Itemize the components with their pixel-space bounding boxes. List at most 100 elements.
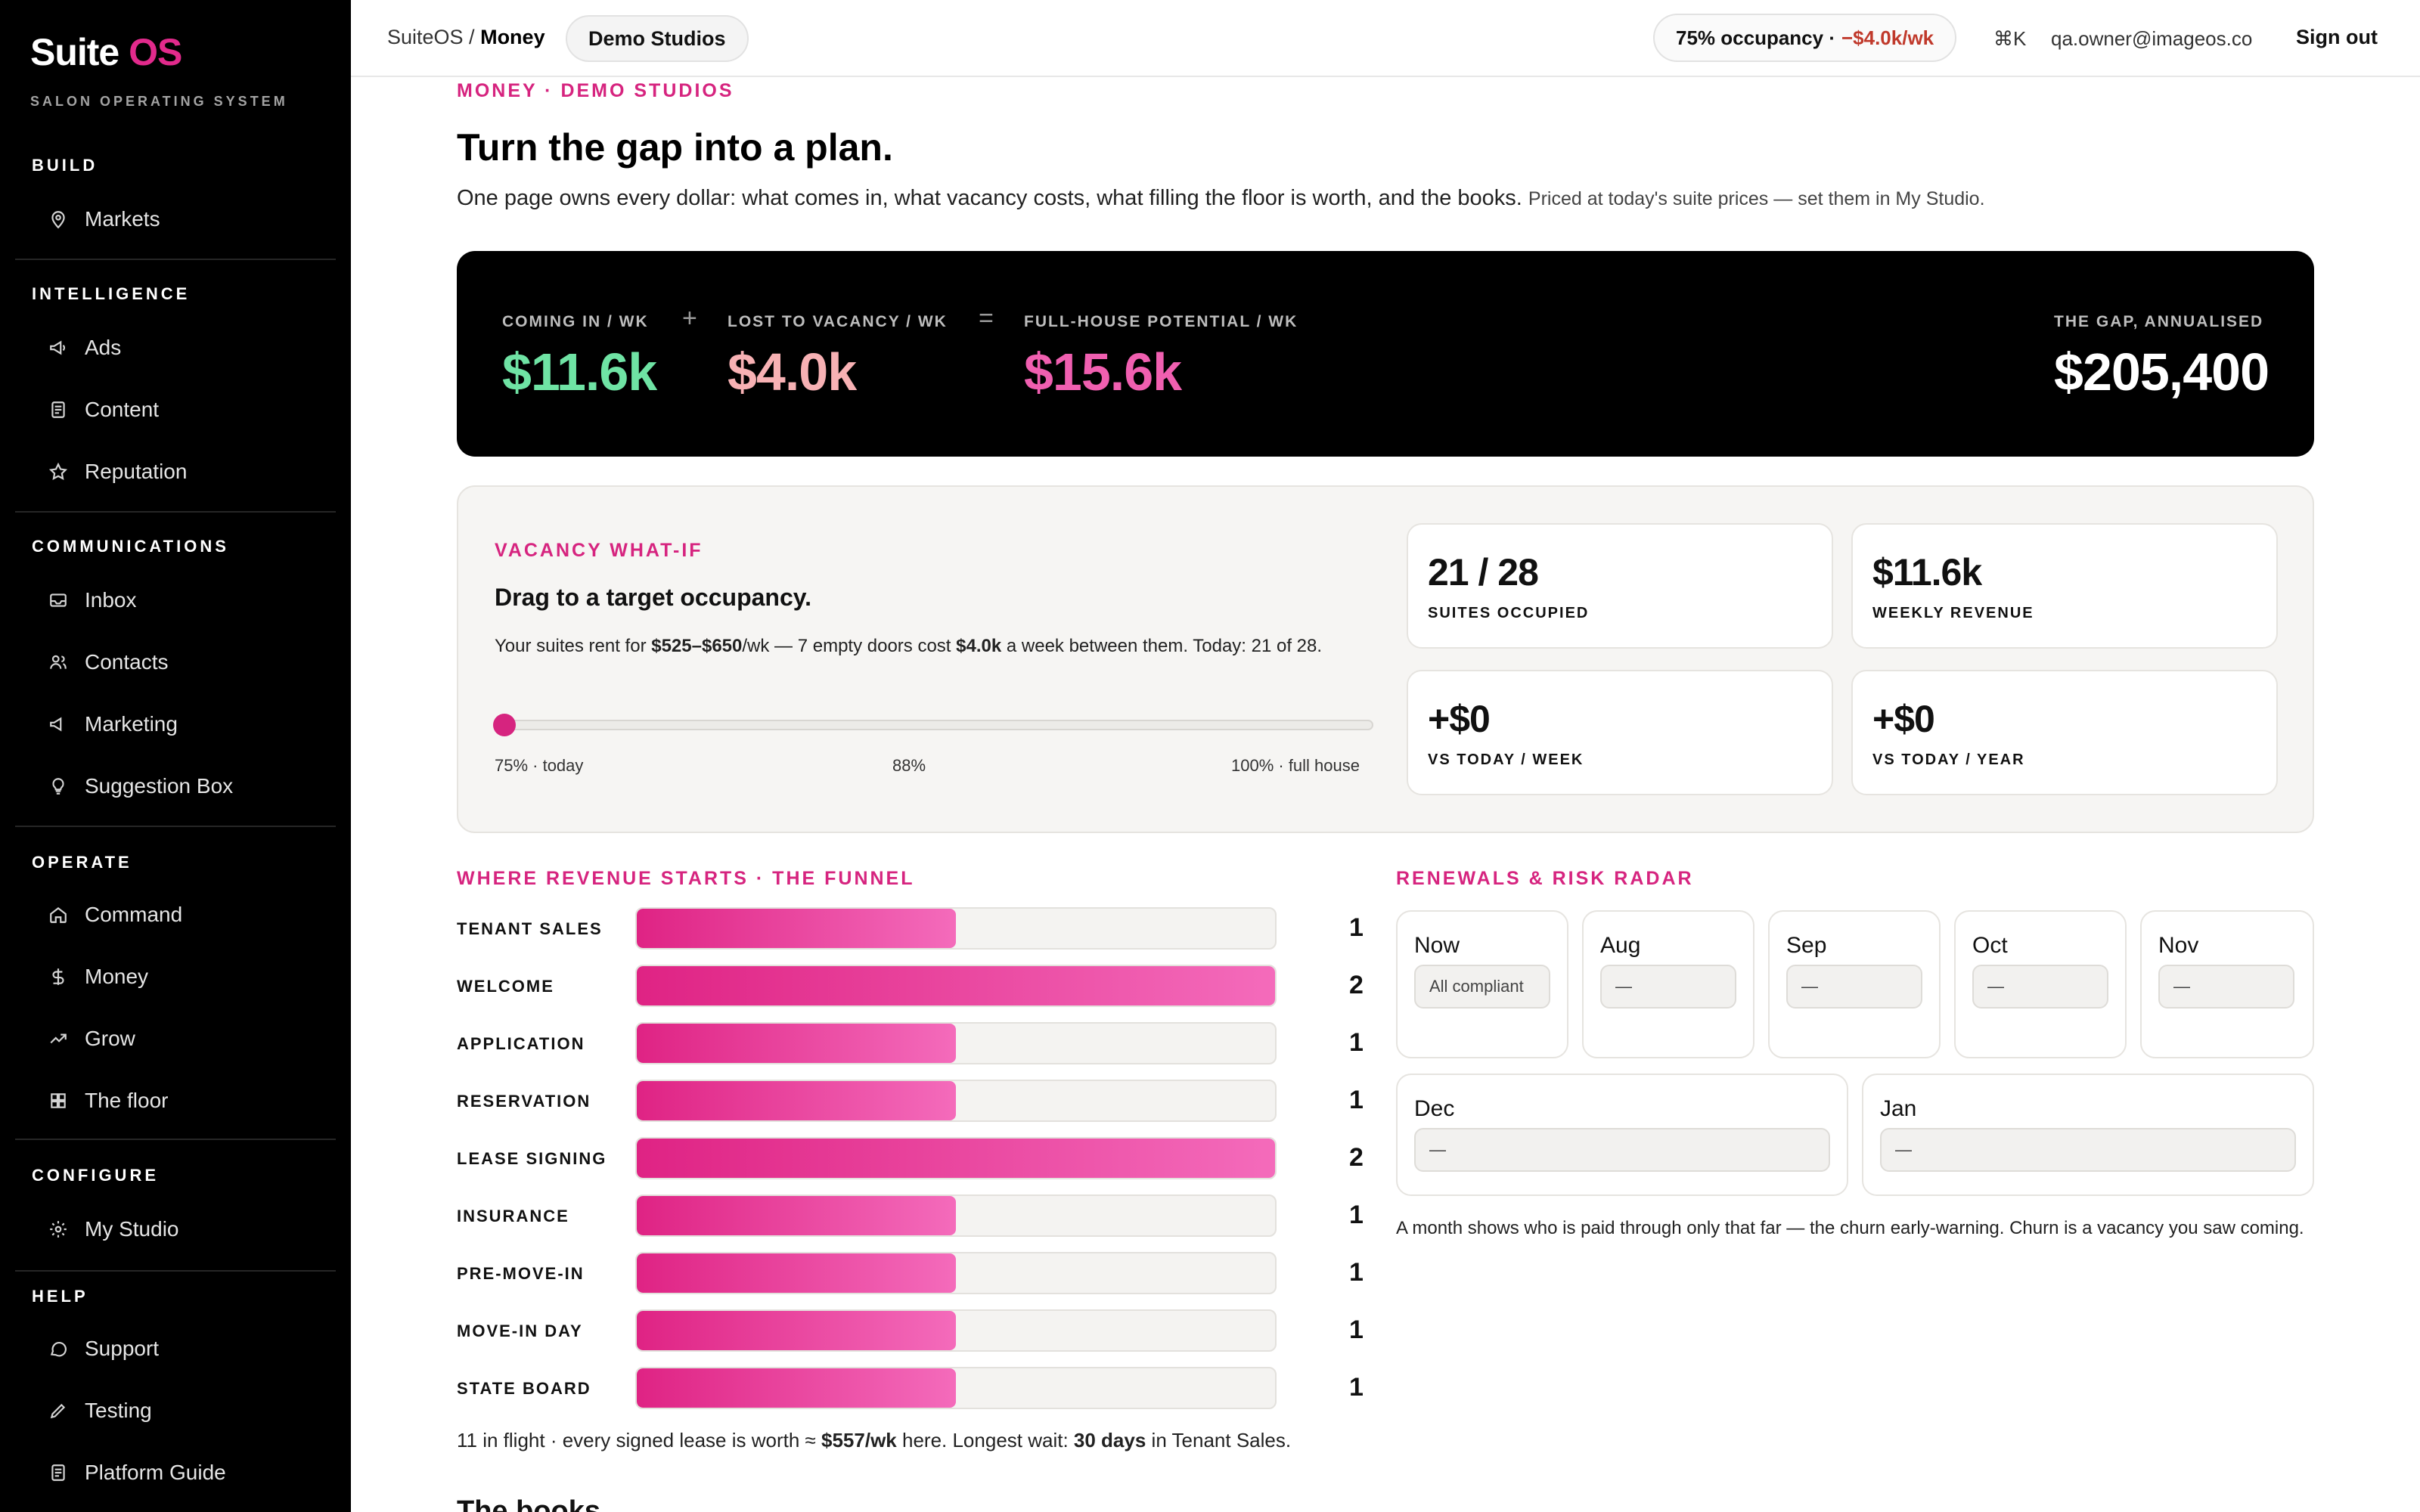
funnel-row[interactable]: LEASE SIGNING 2 bbox=[457, 1137, 1379, 1179]
funnel-bar-fill bbox=[637, 1311, 956, 1350]
funnel-row[interactable]: PRE-MOVE-IN 1 bbox=[457, 1252, 1379, 1294]
funnel-stage-name: TENANT SALES bbox=[457, 919, 603, 938]
nav-section-configure: CONFIGURE bbox=[32, 1166, 159, 1185]
funnel-stage-count: 1 bbox=[1349, 1258, 1364, 1287]
topbar: SuiteOS / Money Demo Studios 75% occupan… bbox=[351, 0, 2420, 77]
page-description: One page owns every dollar: what comes i… bbox=[457, 186, 1985, 211]
desc-text: /wk — 7 empty doors cost bbox=[742, 636, 957, 656]
sidebar-item-command[interactable]: Command bbox=[47, 892, 334, 937]
sidebar-item-contacts[interactable]: Contacts bbox=[47, 640, 334, 685]
metric-label: THE GAP, ANNUALISED bbox=[2054, 313, 2264, 330]
page-title: Turn the gap into a plan. bbox=[457, 126, 893, 169]
stat-label: VS TODAY / WEEK bbox=[1428, 751, 1584, 768]
users-icon bbox=[47, 651, 70, 674]
metric-lost-to-vacancy: LOST TO VACANCY / WK $4.0k bbox=[728, 313, 948, 402]
lease-worth: $557/wk bbox=[821, 1429, 897, 1452]
radar-month-card[interactable]: Aug — bbox=[1582, 910, 1754, 1058]
funnel-stage-name: LEASE SIGNING bbox=[457, 1149, 607, 1168]
nav-divider bbox=[15, 1139, 336, 1140]
radar-month-card[interactable]: Dec — bbox=[1396, 1074, 1848, 1196]
sidebar-item-suggestion-box[interactable]: Suggestion Box bbox=[47, 764, 334, 809]
sidebar-item-label: Money bbox=[85, 965, 149, 988]
studio-selector[interactable]: Demo Studios bbox=[566, 15, 749, 62]
occupancy-slider-thumb[interactable] bbox=[493, 714, 516, 736]
sidebar-item-marketing[interactable]: Marketing bbox=[47, 702, 334, 747]
slider-label-mid: 88% bbox=[892, 756, 926, 775]
radar-month-card[interactable]: Sep — bbox=[1768, 910, 1941, 1058]
funnel-bar-track bbox=[635, 1022, 1277, 1064]
longest-wait: 30 days bbox=[1073, 1429, 1146, 1452]
breadcrumb-root[interactable]: SuiteOS / bbox=[387, 26, 475, 48]
sidebar-item-label: Ads bbox=[85, 336, 122, 359]
occupancy-badge[interactable]: 75% occupancy · −$4.0k/wk bbox=[1653, 14, 1957, 62]
metric-label: LOST TO VACANCY / WK bbox=[728, 313, 948, 330]
command-shortcut[interactable]: ⌘K bbox=[1993, 27, 2027, 50]
sign-out-button[interactable]: Sign out bbox=[2296, 26, 2378, 48]
sidebar-item-testing[interactable]: Testing bbox=[47, 1388, 334, 1433]
sidebar-item-reputation[interactable]: Reputation bbox=[47, 449, 334, 494]
funnel-row[interactable]: RESERVATION 1 bbox=[457, 1080, 1379, 1122]
funnel-bar-track bbox=[635, 1137, 1277, 1179]
radar-month-card[interactable]: Now All compliant bbox=[1396, 910, 1568, 1058]
radar-month-value: All compliant bbox=[1414, 965, 1550, 1009]
radar-month-value: — bbox=[1880, 1128, 2296, 1172]
sidebar-item-markets[interactable]: Markets bbox=[47, 197, 334, 242]
sidebar-item-ads[interactable]: Ads bbox=[47, 325, 334, 370]
sidebar-item-support[interactable]: Support bbox=[47, 1326, 334, 1371]
brand-accent: OS bbox=[129, 31, 182, 73]
sidebar-item-label: Marketing bbox=[85, 712, 178, 736]
funnel-bar-fill bbox=[637, 909, 956, 948]
sidebar-item-label: Grow bbox=[85, 1027, 135, 1050]
metric-gap-annualised: THE GAP, ANNUALISED $205,400 bbox=[2054, 313, 2270, 402]
star-icon bbox=[47, 460, 70, 483]
note-text: 11 in flight · every signed lease is wor… bbox=[457, 1429, 822, 1452]
stat-value: +$0 bbox=[1428, 698, 1491, 740]
page-eyebrow: MONEY · DEMO STUDIOS bbox=[457, 80, 734, 101]
radar-month-card[interactable]: Oct — bbox=[1954, 910, 2127, 1058]
gear-icon bbox=[47, 1218, 70, 1241]
funnel-row[interactable]: APPLICATION 1 bbox=[457, 1022, 1379, 1064]
sidebar-item-the-floor[interactable]: The floor bbox=[47, 1078, 334, 1123]
radar-month-card[interactable]: Nov — bbox=[2140, 910, 2314, 1058]
brand-tagline: SALON OPERATING SYSTEM bbox=[30, 94, 288, 109]
sidebar-item-content[interactable]: Content bbox=[47, 387, 334, 432]
dollar-icon bbox=[47, 965, 70, 988]
megaphone-icon bbox=[47, 336, 70, 359]
funnel-row[interactable]: TENANT SALES 1 bbox=[457, 907, 1379, 950]
funnel-row[interactable]: WELCOME 2 bbox=[457, 965, 1379, 1007]
metric-value: $205,400 bbox=[2054, 342, 2270, 401]
funnel-stage-count: 1 bbox=[1349, 1028, 1364, 1057]
vacancy-cost: $4.0k bbox=[956, 636, 1002, 656]
radar-month-label: Nov bbox=[2158, 933, 2199, 958]
funnel-bar-fill bbox=[637, 1081, 956, 1120]
funnel-row[interactable]: MOVE-IN DAY 1 bbox=[457, 1309, 1379, 1352]
funnel-stage-name: WELCOME bbox=[457, 977, 554, 996]
note-text: in Tenant Sales. bbox=[1146, 1429, 1292, 1452]
radar-month-card[interactable]: Jan — bbox=[1862, 1074, 2314, 1196]
plus-operator: + bbox=[682, 304, 697, 333]
stat-card-vs-today-week: +$0 VS TODAY / WEEK bbox=[1407, 670, 1833, 795]
sidebar-item-inbox[interactable]: Inbox bbox=[47, 578, 334, 623]
funnel-eyebrow: WHERE REVENUE STARTS · THE FUNNEL bbox=[457, 868, 915, 889]
map-pin-icon bbox=[47, 208, 70, 231]
sidebar-item-label: My Studio bbox=[85, 1217, 179, 1241]
what-if-heading: Drag to a target occupancy. bbox=[495, 584, 812, 611]
sidebar-item-label: Suggestion Box bbox=[85, 774, 234, 798]
brand-logo[interactable]: Suite OS bbox=[30, 30, 182, 74]
funnel-bar-track bbox=[635, 1194, 1277, 1237]
price-range: $525–$650 bbox=[651, 636, 743, 656]
nav-divider bbox=[15, 259, 336, 260]
sidebar-item-money[interactable]: Money bbox=[47, 954, 334, 999]
occupancy-slider-track[interactable] bbox=[502, 720, 1373, 730]
revenue-summary: COMING IN / WK $11.6k + LOST TO VACANCY … bbox=[457, 251, 2314, 457]
slider-label-today: 75% · today bbox=[495, 756, 584, 775]
funnel-row[interactable]: STATE BOARD 1 bbox=[457, 1367, 1379, 1409]
radar-month-label: Dec bbox=[1414, 1096, 1455, 1121]
nav-section-communications: COMMUNICATIONS bbox=[32, 537, 229, 556]
home-icon bbox=[47, 903, 70, 926]
funnel-row[interactable]: INSURANCE 1 bbox=[457, 1194, 1379, 1237]
funnel-bar-fill bbox=[637, 1139, 1275, 1178]
sidebar-item-platform-guide[interactable]: Platform Guide bbox=[47, 1450, 334, 1495]
sidebar-item-my-studio[interactable]: My Studio bbox=[47, 1207, 334, 1252]
sidebar-item-grow[interactable]: Grow bbox=[47, 1016, 334, 1061]
